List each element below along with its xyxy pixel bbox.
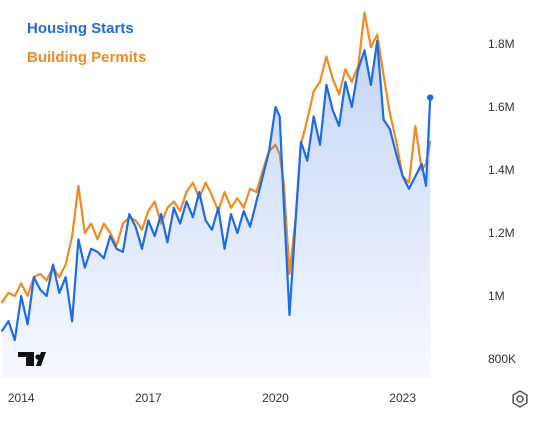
housing-starts-area: [2, 40, 431, 379]
legend-housing-starts: Housing Starts: [27, 20, 134, 37]
x-tick-label: 2014: [8, 391, 35, 405]
tradingview-logo: [18, 352, 46, 366]
housing-starts-last-point: [427, 94, 434, 101]
y-tick-label: 1.2M: [488, 226, 515, 240]
y-tick-label: 800K: [488, 352, 516, 366]
y-tick-label: 1.8M: [488, 37, 515, 51]
series-layer: [1, 11, 434, 379]
gear-icon[interactable]: [510, 389, 530, 409]
x-tick-label: 2020: [262, 391, 289, 405]
legend-building-permits: Building Permits: [27, 49, 147, 66]
y-tick-label: 1.6M: [488, 100, 515, 114]
x-tick-label: 2017: [135, 391, 162, 405]
housing-starts-line: [1, 39, 432, 342]
x-tick-label: 2023: [389, 391, 416, 405]
y-axis: 800K 1M 1.2M 1.4M 1.6M 1.8M: [488, 37, 516, 366]
y-tick-label: 1.4M: [488, 163, 515, 177]
x-axis: 2014 2017 2020 2023: [8, 391, 416, 405]
y-tick-label: 1M: [488, 289, 505, 303]
building-permits-line: [1, 11, 432, 304]
